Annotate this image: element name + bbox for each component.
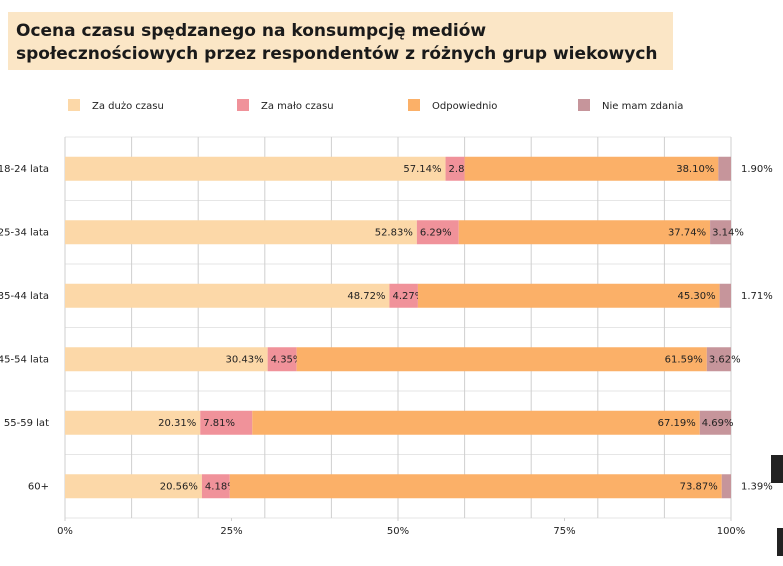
value-label: 1.39% bbox=[741, 481, 773, 492]
bar-segment bbox=[267, 347, 297, 372]
value-label: 20.31% bbox=[158, 418, 196, 429]
bar-segment bbox=[416, 220, 459, 245]
bar-segment bbox=[229, 474, 722, 499]
value-label: 2.86% bbox=[449, 164, 481, 175]
legend-swatch bbox=[408, 99, 420, 111]
value-label: 52.83% bbox=[375, 227, 413, 238]
value-label: 4.18% bbox=[205, 481, 237, 492]
bar-segment bbox=[710, 220, 731, 245]
legend-label: Za dużo czasu bbox=[92, 101, 164, 112]
value-label: 30.43% bbox=[226, 354, 264, 365]
y-tick-label: 18-24 lata bbox=[0, 164, 49, 175]
value-label: 1.90% bbox=[741, 164, 773, 175]
legend-label: Odpowiednio bbox=[432, 101, 497, 112]
value-label: 20.56% bbox=[160, 481, 198, 492]
x-tick-label: 0% bbox=[57, 526, 73, 537]
y-tick-label: 55-59 lat bbox=[4, 418, 49, 429]
bar-segment bbox=[201, 474, 230, 499]
title-box bbox=[8, 12, 673, 70]
bar-segment bbox=[389, 283, 418, 308]
value-label: 3.14% bbox=[712, 227, 744, 238]
value-label: 48.72% bbox=[347, 291, 385, 302]
bar-segment bbox=[706, 347, 731, 372]
bar-segment bbox=[65, 474, 202, 499]
bar-segment bbox=[464, 156, 719, 181]
bar-segment bbox=[721, 474, 731, 499]
y-tick-label: 60+ bbox=[28, 481, 49, 492]
x-tick-label: 75% bbox=[553, 526, 575, 537]
bar-segment bbox=[252, 410, 700, 435]
value-label: 38.10% bbox=[676, 164, 714, 175]
value-label: 4.27% bbox=[392, 291, 424, 302]
bar-segment bbox=[200, 410, 253, 435]
value-label: 57.14% bbox=[403, 164, 441, 175]
value-label: 67.19% bbox=[658, 418, 696, 429]
bar-segment bbox=[699, 410, 731, 435]
y-tick-label: 25-34 lata bbox=[0, 227, 49, 238]
x-tick-label: 50% bbox=[387, 526, 409, 537]
value-label: 7.81% bbox=[203, 418, 235, 429]
legend-label: Za mało czasu bbox=[261, 101, 334, 112]
x-tick-label: 25% bbox=[220, 526, 242, 537]
bar-segment bbox=[445, 156, 465, 181]
bar-segment bbox=[65, 410, 201, 435]
bar-segment bbox=[458, 220, 711, 245]
bar-segment bbox=[65, 156, 446, 181]
value-label: 4.69% bbox=[702, 418, 734, 429]
value-label: 4.35% bbox=[271, 354, 303, 365]
legend-swatch bbox=[68, 99, 80, 111]
value-label: 6.29% bbox=[420, 227, 452, 238]
bar-segment bbox=[65, 283, 390, 308]
y-tick-label: 45-54 lata bbox=[0, 354, 49, 365]
bar-segment bbox=[65, 220, 417, 245]
value-label: 37.74% bbox=[668, 227, 706, 238]
legend-label: Nie mam zdania bbox=[602, 101, 683, 112]
value-label: 3.62% bbox=[709, 354, 741, 365]
bar-segment bbox=[296, 347, 707, 372]
decoration bbox=[771, 455, 783, 483]
x-tick-label: 100% bbox=[717, 526, 746, 537]
value-label: 61.59% bbox=[665, 354, 703, 365]
bar-segment bbox=[719, 283, 731, 308]
chart-title: Ocena czasu spędzanego na konsumpcję med… bbox=[16, 21, 658, 64]
legend-swatch bbox=[237, 99, 249, 111]
bar-segment bbox=[65, 347, 268, 372]
decoration bbox=[777, 528, 783, 556]
bar-segment bbox=[417, 283, 720, 308]
value-label: 73.87% bbox=[680, 481, 718, 492]
value-label: 1.71% bbox=[741, 291, 773, 302]
y-tick-label: 35-44 lata bbox=[0, 291, 49, 302]
bar-segment bbox=[718, 156, 731, 181]
legend-swatch bbox=[578, 99, 590, 111]
value-label: 45.30% bbox=[677, 291, 715, 302]
